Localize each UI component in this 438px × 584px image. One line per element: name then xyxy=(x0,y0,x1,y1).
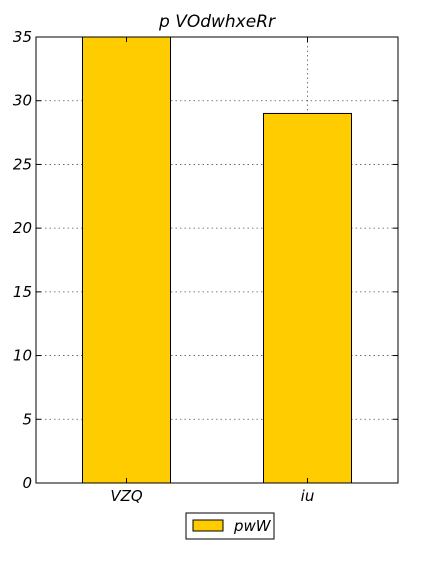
bars xyxy=(82,36,352,484)
x-tick-label: VZQ xyxy=(110,487,143,505)
x-tick-label: iu xyxy=(301,487,315,505)
y-tick-label: 5 xyxy=(22,410,32,428)
chart-title: p VOdwhxeRr xyxy=(158,12,276,32)
y-tick-label: 15 xyxy=(13,283,32,301)
y-tick-label: 25 xyxy=(13,155,32,173)
plot-frame xyxy=(35,36,399,484)
legend: pwW xyxy=(185,512,275,540)
y-tick-label: 30 xyxy=(13,92,32,110)
bar-vzq xyxy=(82,36,171,484)
y-axis: 0 5 10 15 20 25 30 35 xyxy=(13,28,398,492)
y-tick-label: 20 xyxy=(13,219,32,237)
y-tick-label: 0 xyxy=(22,474,32,492)
bar-iu xyxy=(263,112,352,484)
legend-label: pwW xyxy=(233,517,272,535)
legend-swatch xyxy=(192,519,224,532)
y-tick-label: 35 xyxy=(13,28,32,46)
x-axis: VZQ iu xyxy=(110,37,314,505)
y-tick-label: 10 xyxy=(13,347,32,365)
